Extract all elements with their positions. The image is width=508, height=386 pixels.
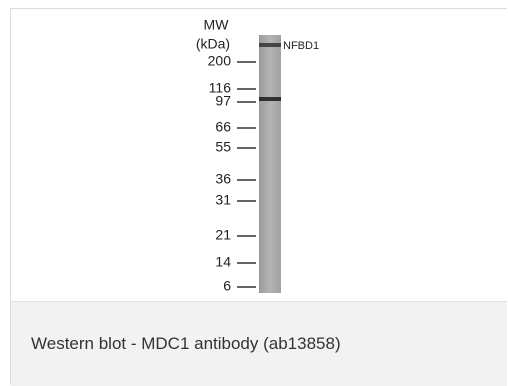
marker-label: 6 bbox=[223, 278, 231, 293]
band bbox=[259, 43, 281, 47]
band bbox=[259, 97, 281, 101]
caption: Western blot - MDC1 antibody (ab13858) bbox=[31, 334, 341, 354]
marker-label: 21 bbox=[215, 227, 231, 243]
marker-label: 36 bbox=[215, 171, 231, 187]
band-label: NFBD1 bbox=[283, 40, 319, 52]
caption-bar: Western blot - MDC1 antibody (ab13858) bbox=[11, 301, 507, 386]
marker-label: 14 bbox=[215, 254, 231, 270]
marker-label: 66 bbox=[215, 119, 231, 135]
marker-label: 97 bbox=[215, 93, 231, 109]
lane bbox=[259, 35, 281, 293]
marker-label: 200 bbox=[208, 53, 232, 69]
marker-label: 55 bbox=[215, 139, 231, 155]
axis-title: MW bbox=[204, 17, 230, 33]
axis-unit: (kDa) bbox=[196, 36, 230, 52]
page: MW (kDa) NFBD1 200116976655363121146 Wes… bbox=[0, 0, 508, 385]
marker-label: 31 bbox=[215, 192, 231, 208]
